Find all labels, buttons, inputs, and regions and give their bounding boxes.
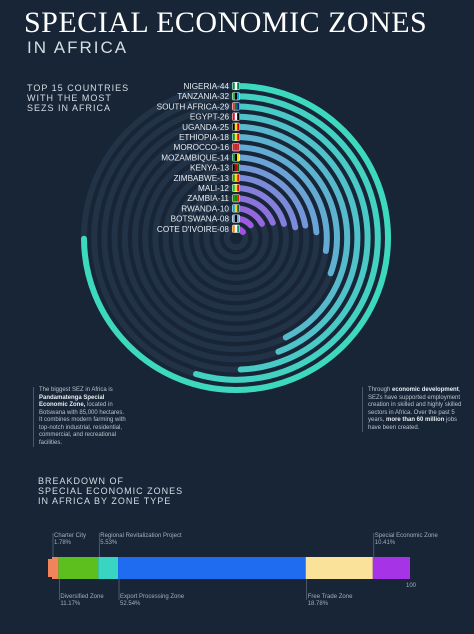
country-label: RWANDA-10: [181, 204, 229, 213]
country-flag: [232, 102, 240, 111]
country-flag: [232, 82, 240, 90]
country-flag: [232, 204, 240, 213]
zone-value: 5.53%: [100, 540, 118, 546]
note-part-3: jobs have been created.: [368, 417, 458, 431]
country-arc: [233, 154, 320, 236]
country-arc: [193, 93, 381, 383]
zone-segment: [118, 557, 306, 579]
country-label: BOTSWANA-08: [171, 215, 230, 224]
country-label: UGANDA-25: [182, 123, 229, 132]
country-flag: [232, 163, 240, 172]
country-label: MALI-12: [198, 184, 229, 193]
breakdown-title-line-3: IN AFRICA BY ZONE TYPE: [38, 496, 172, 506]
country-arc: [233, 185, 287, 227]
zone-segment: [52, 557, 59, 579]
country-label: ZIMBABWE-13: [173, 174, 229, 183]
zone-value: 18.78%: [308, 601, 329, 607]
zone-name: Special Economic Zone: [375, 533, 439, 539]
zone-value: 10.41%: [375, 540, 396, 546]
country-label: NIGERIA-44: [184, 82, 230, 91]
zone-segment: [58, 557, 99, 579]
country-arc: [81, 83, 391, 393]
employment-note: Through economic development, SEZs have …: [362, 387, 466, 432]
country-flag: [232, 122, 240, 131]
country-label: COTE D'IVOIRE-08: [157, 225, 230, 234]
subtitle-line-3: SEZS IN AFRICA: [27, 103, 112, 113]
breakdown-title-line-2: SPECIAL ECONOMIC ZONES: [38, 486, 184, 496]
subtitle-line-1: TOP 15 COUNTRIES: [27, 83, 130, 93]
country-arc: [233, 144, 330, 254]
zone-segment: [98, 557, 119, 579]
zone-name: Regional Revitalization Project: [100, 533, 182, 539]
country-label: MOZAMBIQUE-14: [161, 153, 229, 162]
country-label: TANZANIA-32: [177, 92, 229, 101]
country-flag: [232, 214, 240, 223]
country-flag: [232, 194, 240, 203]
zone-name: Export Processing Zone: [120, 594, 185, 600]
zone-segment: [305, 557, 373, 579]
country-arc: [233, 174, 299, 231]
note-bold: Pandamatenga Special Economic Zone,: [39, 394, 105, 409]
country-arc: [233, 113, 361, 355]
country-label: ZAMBIA-11: [187, 194, 229, 203]
country-flag: [232, 224, 240, 233]
main-title: SPECIAL ECONOMIC ZONES: [24, 6, 428, 39]
note-bold-1: economic development: [392, 387, 459, 393]
zone-segment: [372, 557, 410, 579]
country-arc: [233, 164, 309, 229]
country-flag: [232, 92, 240, 101]
country-arc: [233, 134, 340, 277]
note-part-1: Through: [368, 387, 393, 393]
country-arc: [233, 123, 351, 341]
radial-chart-subtitle: TOP 15 COUNTRIES WITH THE MOST SEZS IN A…: [27, 83, 137, 113]
subtitle-line-2: WITH THE MOST: [27, 93, 112, 103]
country-flag: [232, 112, 240, 121]
country-label: KENYA-13: [190, 164, 229, 173]
zone-value: 11.17%: [60, 601, 81, 607]
country-flag: [232, 173, 240, 182]
note-rest: located in Botswana with 85,000 hectares…: [39, 402, 126, 446]
country-flag: [232, 143, 240, 152]
note-bold-2: more than 60 million: [386, 417, 445, 423]
country-arc: [233, 195, 276, 226]
bar-start-marker: [48, 559, 52, 577]
country-arc: [233, 103, 371, 373]
zone-name: Diversified Zone: [60, 594, 104, 600]
axis-end-label: 100: [406, 583, 417, 589]
main-subtitle: IN AFRICA: [27, 38, 129, 57]
breakdown-title-line-1: BREAKDOWN OF: [38, 476, 125, 486]
zone-value: 52.54%: [120, 601, 141, 607]
zone-value: 1.78%: [54, 540, 72, 546]
country-label: MOROCCO-16: [174, 143, 230, 152]
zone-name: Free Trade Zone: [308, 594, 353, 600]
country-label: SOUTH AFRICA-29: [157, 102, 230, 111]
country-label: ETHIOPIA-18: [179, 133, 229, 142]
note-intro: The biggest SEZ in Africa is: [39, 387, 113, 393]
country-label: EGYPT-26: [190, 113, 230, 122]
country-flag: [232, 184, 240, 192]
zone-name: Charter City: [54, 533, 86, 539]
country-flag: [232, 133, 240, 141]
note-part-2: , SEZs have supported employment creatio…: [368, 387, 462, 423]
country-flag: [232, 153, 240, 162]
biggest-sez-note: The biggest SEZ in Africa is Pandamateng…: [33, 387, 129, 447]
breakdown-title: BREAKDOWN OF SPECIAL ECONOMIC ZONES IN A…: [38, 476, 238, 506]
